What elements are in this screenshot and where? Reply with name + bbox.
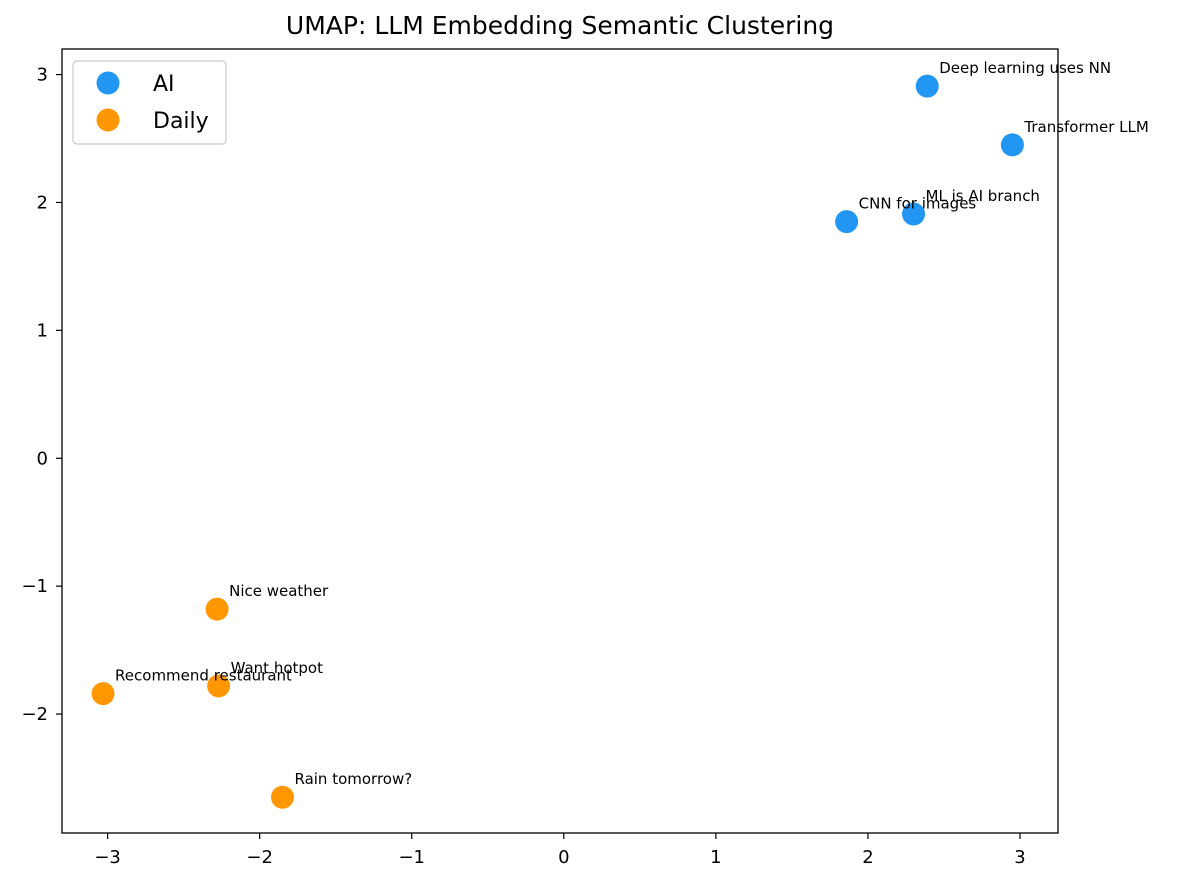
point-label: Nice weather: [229, 582, 329, 600]
point-labels-layer: Deep learning uses NN Transformer LLM CNN …: [115, 59, 1149, 788]
x-tick-label: −3: [94, 847, 121, 868]
data-point-ai-3: [902, 202, 926, 226]
y-tick-label: −2: [21, 704, 48, 725]
data-point-daily-3: [270, 785, 294, 809]
legend-items: AI Daily: [96, 71, 209, 134]
legend-label: AI: [153, 72, 175, 97]
x-tick-label: 2: [862, 847, 873, 868]
data-point-daily-0: [205, 597, 229, 621]
y-tick-label: −1: [21, 576, 48, 597]
point-label: Want hotpot: [231, 659, 323, 677]
point-label: Rain tomorrow?: [294, 770, 412, 788]
y-axis: −2 −1 0 1 2 3: [21, 65, 62, 725]
chart-title: UMAP: LLM Embedding Semantic Clustering: [286, 11, 834, 40]
point-label: Deep learning uses NN: [939, 59, 1111, 77]
x-tick-label: −1: [398, 847, 425, 868]
point-label: Transformer LLM: [1023, 118, 1148, 136]
data-point-ai-0: [915, 74, 939, 98]
x-axis: −3 −2 −1 0 1 2 3: [94, 833, 1026, 868]
legend: AI Daily: [72, 60, 227, 145]
legend-label: Daily: [153, 109, 209, 134]
points-layer: [91, 74, 1024, 809]
legend-marker-daily: [96, 108, 120, 132]
y-tick-label: 2: [37, 192, 48, 213]
y-tick-label: 1: [37, 320, 48, 341]
data-point-ai-1: [1000, 133, 1024, 157]
y-tick-label: 0: [37, 448, 48, 469]
point-label: CNN for images: [859, 195, 977, 213]
data-point-daily-1: [207, 674, 231, 698]
x-tick-label: 1: [710, 847, 721, 868]
data-point-ai-2: [835, 210, 859, 234]
point-label: ML is AI branch: [926, 187, 1040, 205]
x-tick-label: −2: [246, 847, 273, 868]
legend-marker-ai: [96, 71, 120, 95]
point-label: Recommend restaurant: [115, 667, 292, 685]
plot-area-frame: [61, 48, 1059, 834]
x-tick-label: 3: [1014, 847, 1025, 868]
x-tick-label: 0: [558, 847, 569, 868]
y-tick-label: 3: [37, 65, 48, 86]
data-point-daily-2: [91, 682, 115, 706]
